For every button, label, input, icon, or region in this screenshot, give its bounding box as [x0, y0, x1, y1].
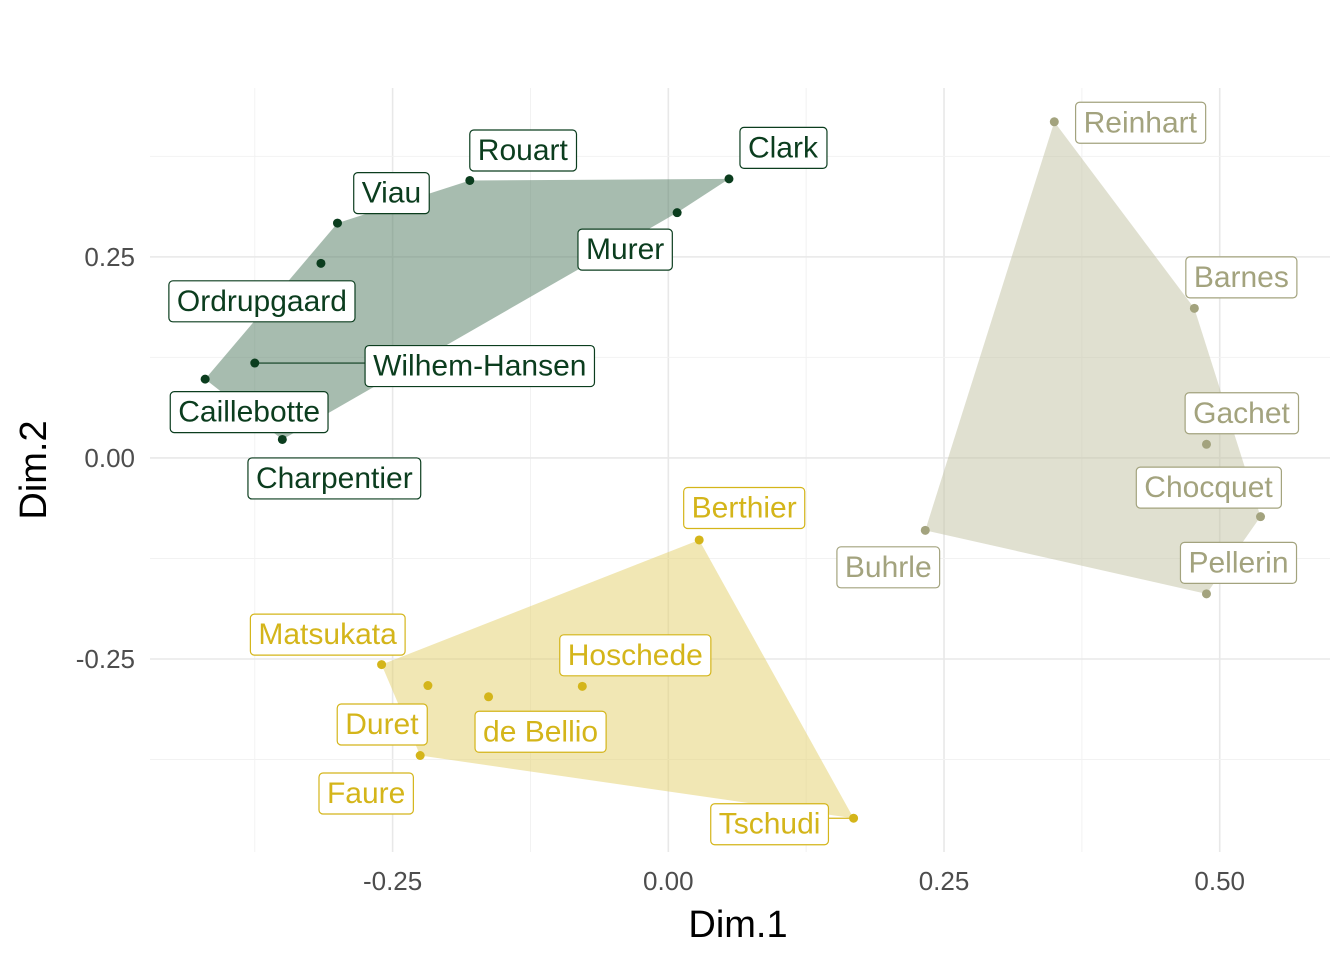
- label-text: Murer: [586, 233, 664, 266]
- data-point: [920, 525, 930, 535]
- data-point: [316, 258, 326, 268]
- point-label: Viau: [353, 172, 430, 215]
- data-point: [200, 374, 210, 384]
- data-point: [724, 174, 734, 184]
- label-text: Matsukata: [258, 618, 397, 651]
- y-tick-label: -0.25: [76, 644, 135, 674]
- label-box: [559, 634, 712, 677]
- x-tick-label: 0.00: [643, 866, 694, 896]
- label-box: [364, 344, 596, 388]
- label-box: [739, 126, 828, 169]
- point-label: Caillebotte: [169, 391, 329, 434]
- point-label: de Bellio: [474, 710, 607, 753]
- point-label: Berthier: [683, 486, 806, 530]
- data-point: [1189, 303, 1199, 313]
- axis-ticks: -0.25 0.00 0.25 0.50 -0.25 0.00 0.25: [76, 242, 1245, 896]
- x-axis-title: Dim.1: [688, 904, 787, 946]
- label-text: Tschudi: [719, 808, 821, 841]
- point-label: Buhrle: [836, 546, 941, 589]
- cluster-hull: [381, 539, 854, 819]
- data-point: [465, 175, 475, 185]
- label-box: [1074, 101, 1207, 144]
- point-label: Tschudi: [710, 803, 830, 846]
- label-box: [1135, 466, 1282, 509]
- label-box: [249, 613, 406, 656]
- point-label: Ordrupgaard: [168, 280, 356, 323]
- data-point: [672, 208, 682, 218]
- point-label: Reinhart: [1074, 101, 1207, 144]
- label-text: Reinhart: [1084, 106, 1198, 139]
- label-box: [710, 803, 830, 846]
- x-tick-label: 0.25: [919, 866, 970, 896]
- label-text: Charpentier: [256, 462, 413, 495]
- label-text: Duret: [345, 708, 419, 741]
- data-point: [1049, 117, 1059, 127]
- label-box: [169, 391, 329, 434]
- label-box: [1179, 541, 1298, 584]
- label-box: [336, 703, 428, 746]
- label-text: Chocquet: [1144, 471, 1273, 504]
- point-label: Gachet: [1184, 392, 1300, 435]
- label-text: Clark: [748, 131, 819, 164]
- data-point: [415, 750, 425, 760]
- point-label: Barnes: [1185, 256, 1298, 299]
- label-box: [168, 280, 356, 323]
- label-text: Hoschede: [568, 639, 703, 672]
- label-box: [577, 228, 673, 271]
- point-label: Clark: [739, 126, 828, 169]
- point-labels: Rouart Clark Viau Murer Ordrupgaard Wilhem-Ha…: [168, 101, 1300, 846]
- label-box: [318, 772, 414, 815]
- label-text: Pellerin: [1188, 546, 1288, 579]
- x-tick-label: 0.50: [1194, 866, 1245, 896]
- label-text: Caillebotte: [178, 396, 320, 429]
- label-box: [1185, 256, 1298, 299]
- label-text: de Bellio: [483, 715, 598, 748]
- point-label: Rouart: [469, 129, 578, 172]
- label-text: Berthier: [692, 491, 797, 524]
- y-axis-title: Dim.2: [13, 420, 55, 519]
- data-point: [332, 218, 342, 228]
- label-box: [469, 129, 578, 172]
- label-text: Viau: [362, 177, 422, 210]
- data-point: [277, 434, 287, 444]
- data-point: [577, 681, 587, 691]
- label-box: [836, 546, 941, 589]
- y-tick-label: 0.00: [84, 443, 135, 473]
- label-text: Faure: [327, 777, 405, 810]
- point-label: Murer: [577, 228, 673, 271]
- label-box: [1184, 392, 1300, 435]
- point-label: Pellerin: [1179, 541, 1298, 584]
- label-box: [683, 486, 806, 530]
- label-text: Ordrupgaard: [177, 285, 347, 318]
- label-box: [474, 710, 607, 753]
- label-text: Gachet: [1193, 397, 1290, 430]
- data-points: [200, 117, 1266, 823]
- data-point: [1201, 439, 1211, 449]
- point-label: Faure: [318, 772, 414, 815]
- point-label: Duret: [336, 703, 428, 746]
- label-text: Wilhem-Hansen: [373, 350, 586, 383]
- point-label: Chocquet: [1135, 466, 1282, 509]
- point-label: Charpentier: [247, 457, 422, 500]
- data-point: [1256, 512, 1266, 522]
- data-point: [484, 692, 494, 702]
- data-point: [1201, 589, 1211, 599]
- x-tick-label: -0.25: [363, 866, 422, 896]
- label-text: Rouart: [478, 134, 569, 167]
- point-label: Hoschede: [559, 634, 712, 677]
- y-tick-label: 0.25: [84, 242, 135, 272]
- label-text: Barnes: [1194, 261, 1289, 294]
- point-label: Matsukata: [249, 613, 406, 656]
- data-point: [377, 660, 387, 670]
- label-box: [247, 457, 422, 500]
- label-text: Buhrle: [845, 551, 932, 584]
- label-box: [353, 172, 430, 215]
- data-point: [694, 535, 704, 545]
- point-label: Wilhem-Hansen: [364, 344, 596, 388]
- data-point: [423, 681, 433, 691]
